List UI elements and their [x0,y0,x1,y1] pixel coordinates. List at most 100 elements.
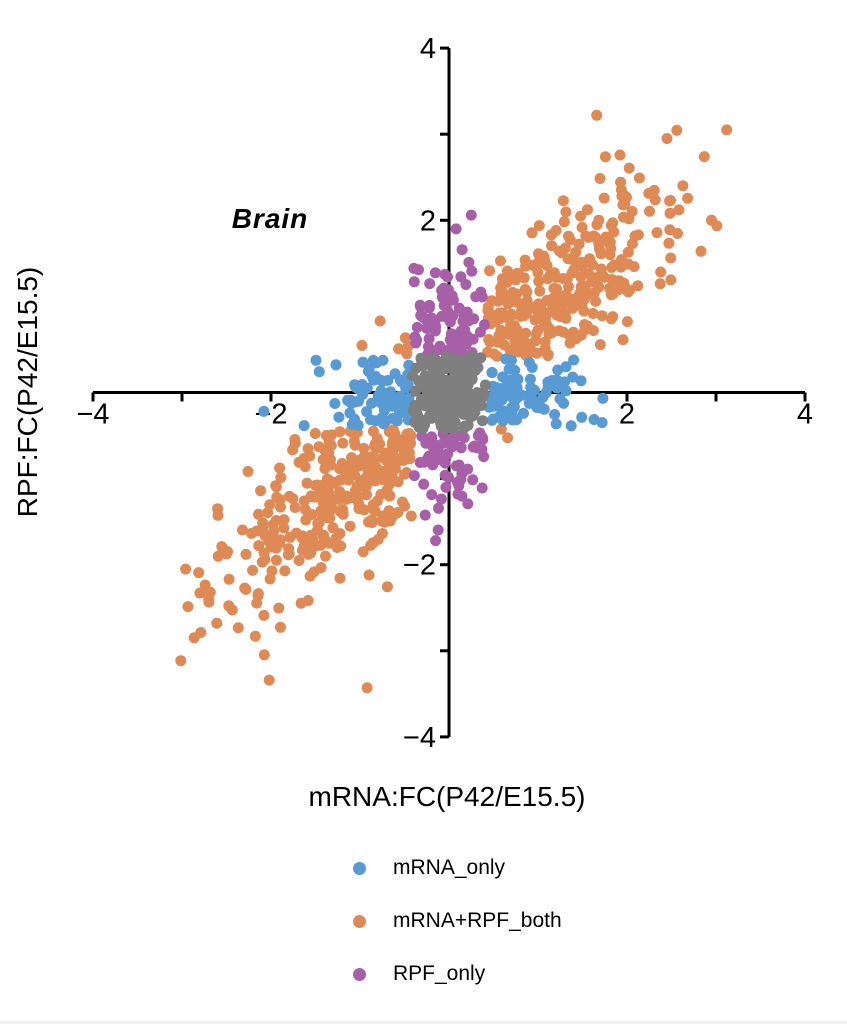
scatter-point [240,548,252,560]
scatter-point [430,535,442,547]
scatter-point [262,507,274,519]
scatter-point [495,388,507,400]
scatter-point [533,298,545,310]
scatter-point [430,362,442,374]
scatter-point [552,364,564,376]
scatter-point [333,411,345,423]
scatter-point [399,468,410,480]
scatter-point [575,375,587,387]
scatter-point [298,420,310,432]
scatter-point [623,162,635,174]
scatter-point [450,460,462,472]
scatter-point [305,529,317,541]
scatter-point [614,149,626,161]
scatter-point [462,498,474,510]
scatter-point [311,479,323,491]
scatter-point [396,434,408,446]
scatter-point [319,463,331,475]
scatter-point [393,343,405,355]
scatter-point [672,228,683,239]
scatter-point [258,609,270,621]
scatter-point [629,230,641,242]
scatter-point [329,398,341,409]
scatter-point [622,246,634,258]
scatter-point [445,416,457,427]
scatter-point [512,373,524,385]
scatter-point [211,617,223,629]
scatter-point [399,332,411,344]
scatter-point [587,289,599,300]
scatter-point [521,286,533,298]
scatter-point [465,209,477,221]
scatter-point [418,478,430,490]
scatter-point [594,339,606,351]
scatter-point [621,316,633,328]
scatter-point [440,481,452,493]
scatter-point [443,471,454,483]
legend-dot-icon [353,861,366,875]
scatter-point [309,428,321,439]
scatter-point [673,204,685,216]
scatter-point [509,320,520,332]
scatter-point [293,456,305,468]
scatter-point [564,234,576,246]
scatter-point [439,457,451,469]
scatter-point [360,481,372,493]
legend-dot-icon [353,914,366,928]
scatter-point [582,204,593,216]
scatter-point [426,434,438,446]
scatter-point [369,373,381,385]
scatter-point [575,281,587,293]
scatter-point [479,379,491,391]
scatter-point [389,428,401,440]
scatter-point [194,587,206,599]
scatter-point [520,260,532,272]
scatter-point [255,485,267,497]
scatter-point [546,375,558,386]
legend-label: RPF_only [393,962,486,985]
scatter-point [444,315,456,327]
scatter-point [242,466,254,477]
scatter-point [497,273,508,285]
scatter-point [558,216,570,228]
scatter-point [310,354,322,366]
scatter-point [465,395,476,407]
scatter-point [721,124,733,136]
scatter-point [392,476,404,488]
scatter-point [644,205,655,217]
scatter-point [439,269,451,280]
scatter-point [618,211,629,223]
scatter-point [274,462,286,474]
scatter-point [237,524,248,536]
scatter-point [360,451,372,463]
scatter-point [554,393,566,405]
scatter-point [568,354,580,366]
scatter-point [293,555,305,566]
scatter-point [364,414,376,426]
scatter-point [664,207,676,219]
scatter-point [289,437,301,449]
scatter-point [698,151,710,163]
scatter-point [433,502,444,514]
scatter-point [605,313,617,325]
scatter-point [549,409,561,420]
scatter-point [541,260,553,272]
scatter-point [388,451,400,463]
scatter-point [369,440,381,452]
scatter-point [334,463,346,475]
scatter-point [453,480,465,492]
scatter-point [524,373,536,385]
scatter-point [540,318,552,330]
scatter-point [409,331,421,343]
scatter-point [518,310,530,322]
x-tick-label: −4 [76,399,109,431]
scatter-point [677,180,689,192]
scatter-point [490,316,501,328]
scatter-point [599,151,611,163]
scatter-point [484,265,496,277]
scatter-point [247,564,259,576]
scatter-point [377,354,389,366]
scatter-point [576,221,588,233]
scatter-point [405,510,417,522]
scatter-point [417,310,429,322]
